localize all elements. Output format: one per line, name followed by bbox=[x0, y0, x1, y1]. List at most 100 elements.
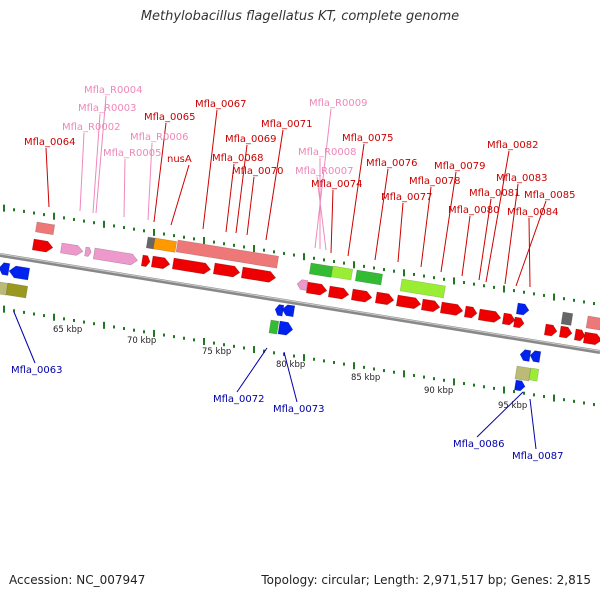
minor-tick bbox=[113, 325, 115, 329]
minor-tick bbox=[163, 333, 165, 337]
leader-line bbox=[92, 113, 101, 214]
scale-label: 75 kbp bbox=[202, 347, 231, 357]
gene-label: Mfla_0068 bbox=[212, 153, 264, 164]
minor-tick bbox=[433, 276, 435, 280]
minor-tick bbox=[333, 260, 335, 264]
gene-label: Mfla_0085 bbox=[524, 190, 576, 201]
reverse-gene-arrow bbox=[274, 304, 285, 317]
minor-tick bbox=[343, 362, 345, 366]
major-tick bbox=[353, 362, 355, 370]
major-tick bbox=[103, 220, 105, 228]
minor-tick bbox=[243, 245, 245, 249]
major-tick bbox=[203, 337, 205, 345]
minor-tick bbox=[93, 322, 95, 326]
minor-tick bbox=[313, 256, 315, 260]
forward-gene-arrow bbox=[420, 298, 441, 313]
minor-tick bbox=[43, 314, 45, 318]
leader-line bbox=[79, 132, 85, 212]
tick-marks bbox=[3, 204, 595, 407]
gene-label: Mfla_0087 bbox=[512, 451, 564, 462]
minor-tick bbox=[63, 317, 65, 321]
minor-tick bbox=[113, 224, 115, 228]
minor-tick bbox=[293, 354, 295, 358]
minor-tick bbox=[263, 349, 265, 353]
forward-gene-arrow bbox=[543, 323, 558, 337]
gene-label: Mfla_R0006 bbox=[130, 132, 188, 143]
gene-label: Mfla_0086 bbox=[453, 439, 505, 450]
scale-label: 80 kbp bbox=[276, 360, 305, 370]
rna-gene-arrow bbox=[296, 279, 309, 291]
leader-line bbox=[153, 122, 167, 223]
gene-label: Mfla_0079 bbox=[434, 161, 486, 172]
major-tick bbox=[503, 285, 505, 293]
cog-box bbox=[585, 315, 600, 331]
major-tick bbox=[303, 253, 305, 261]
minor-tick bbox=[33, 211, 35, 215]
major-tick bbox=[203, 236, 205, 244]
minor-tick bbox=[263, 248, 265, 252]
gene-label: Mfla_R0008 bbox=[298, 147, 356, 158]
minor-tick bbox=[563, 398, 565, 402]
major-tick bbox=[3, 204, 5, 212]
minor-tick bbox=[373, 367, 375, 371]
minor-tick bbox=[273, 250, 275, 254]
minor-tick bbox=[573, 399, 575, 403]
minor-tick bbox=[423, 274, 425, 278]
minor-tick bbox=[143, 229, 145, 233]
reverse-gene-arrow bbox=[281, 304, 296, 318]
leader-line bbox=[13, 311, 36, 364]
forward-gene-arrow bbox=[558, 325, 573, 339]
forward-gene-arrow bbox=[150, 255, 171, 270]
gene-label: Mfla_0065 bbox=[144, 112, 196, 123]
forward-gene-arrow bbox=[582, 331, 600, 346]
minor-tick bbox=[173, 234, 175, 238]
leader-line bbox=[246, 176, 255, 236]
major-tick bbox=[253, 346, 255, 354]
leader-line bbox=[316, 176, 327, 251]
leader-line bbox=[147, 142, 153, 221]
major-tick bbox=[453, 378, 455, 386]
gene-label: Mfla_0075 bbox=[342, 133, 394, 144]
forward-gene-arrow bbox=[212, 262, 241, 278]
gene-label: Mfla_R0002 bbox=[62, 122, 120, 133]
forward-gene-arrow bbox=[439, 301, 464, 316]
major-tick bbox=[403, 269, 405, 277]
leader-line bbox=[235, 144, 248, 234]
minor-tick bbox=[63, 216, 65, 220]
major-tick bbox=[503, 386, 505, 394]
backbone-highlight bbox=[0, 253, 600, 352]
leader-line bbox=[461, 215, 471, 277]
gene-label: Mfla_0073 bbox=[273, 404, 325, 415]
scale-label: 95 kbp bbox=[498, 401, 527, 411]
minor-tick bbox=[323, 359, 325, 363]
minor-tick bbox=[533, 393, 535, 397]
leader-line bbox=[170, 164, 190, 226]
leader-line bbox=[529, 398, 537, 450]
cog-box bbox=[308, 262, 334, 278]
rna-gene-arrow bbox=[84, 246, 92, 257]
major-tick bbox=[153, 228, 155, 236]
minor-tick bbox=[383, 268, 385, 272]
cog-box bbox=[528, 367, 540, 382]
backbone-line bbox=[0, 253, 600, 354]
label-leader-lines bbox=[13, 95, 547, 450]
major-tick bbox=[153, 329, 155, 337]
minor-tick bbox=[463, 382, 465, 386]
gene-label: Mfla_0078 bbox=[409, 176, 461, 187]
minor-tick bbox=[83, 219, 85, 223]
minor-tick bbox=[543, 293, 545, 297]
minor-tick bbox=[233, 243, 235, 247]
minor-tick bbox=[233, 344, 235, 348]
major-tick bbox=[553, 293, 555, 301]
forward-gene-arrow bbox=[374, 291, 395, 306]
minor-tick bbox=[343, 261, 345, 265]
minor-tick bbox=[193, 338, 195, 342]
forward-gene-arrow bbox=[395, 294, 422, 310]
minor-tick bbox=[133, 328, 135, 332]
minor-tick bbox=[573, 298, 575, 302]
gene-label: Mfla_0077 bbox=[381, 192, 433, 203]
minor-tick bbox=[13, 208, 15, 212]
leader-line bbox=[504, 183, 519, 285]
minor-tick bbox=[293, 253, 295, 257]
